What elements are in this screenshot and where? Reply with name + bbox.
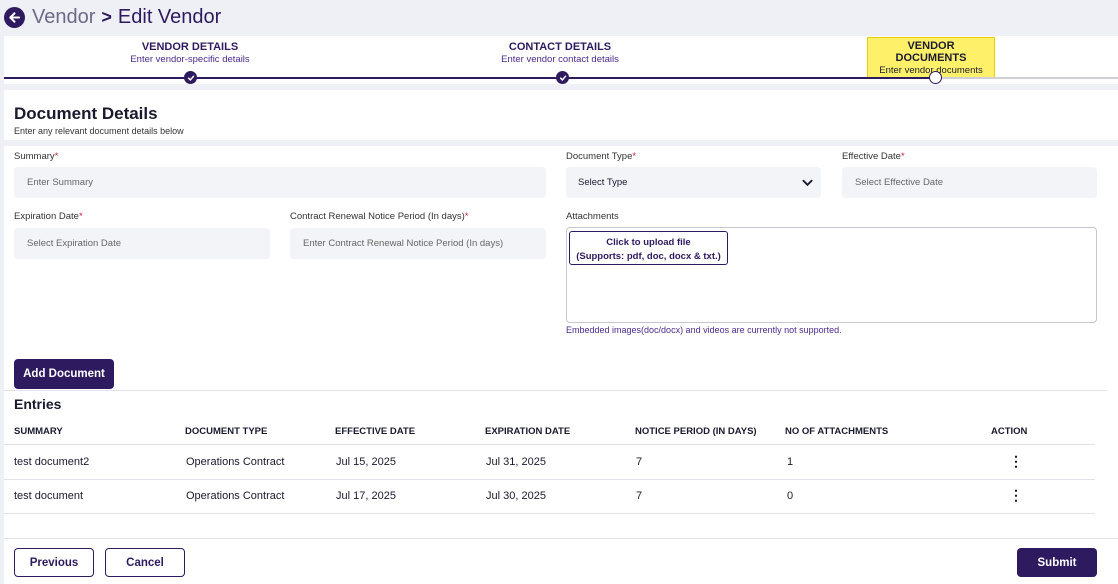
add-document-button[interactable]: Add Document <box>14 359 114 389</box>
previous-button[interactable]: Previous <box>14 548 94 577</box>
cell-summary: test document <box>14 490 84 502</box>
step-contact-details[interactable]: CONTACT DETAILS Enter vendor contact det… <box>490 41 630 65</box>
step-title: VENDOR DETAILS <box>141 41 239 53</box>
cell-expiration-date: Jul 31, 2025 <box>486 456 546 468</box>
breadcrumb-separator: > <box>101 6 112 27</box>
attachments-label: Attachments <box>566 211 619 222</box>
table-row-divider <box>4 479 1095 480</box>
step-subtitle: Enter vendor-specific details <box>130 54 250 65</box>
arrow-left-icon <box>9 11 21 23</box>
notice-period-input[interactable]: Enter Contract Renewal Notice Period (In… <box>290 228 546 259</box>
effective-date-input[interactable]: Select Effective Date <box>842 167 1097 198</box>
table-row-divider <box>4 513 1095 514</box>
check-icon <box>187 75 194 81</box>
entries-title: Entries <box>14 396 62 412</box>
document-type-label: Document Type* <box>566 151 637 162</box>
submit-button[interactable]: Submit <box>1017 548 1097 577</box>
step-complete-dot <box>184 71 197 84</box>
column-header-attachments[interactable]: NO OF ATTACHMENTS <box>785 426 889 437</box>
upload-supported-formats: (Supports: pdf, doc, docx & txt.) <box>576 251 721 262</box>
step-subtitle: Enter vendor contact details <box>501 54 619 65</box>
step-complete-dot <box>556 71 569 84</box>
column-header-notice-period[interactable]: NOTICE PERIOD (IN DAYS) <box>635 426 757 437</box>
effective-date-label: Effective Date* <box>842 151 905 162</box>
required-mark: * <box>78 211 83 222</box>
expiration-date-label: Expiration Date* <box>14 211 83 222</box>
check-icon <box>559 75 566 81</box>
step-current-dot <box>929 71 942 84</box>
column-header-document-type[interactable]: DOCUMENT TYPE <box>185 426 268 437</box>
back-button[interactable] <box>4 6 25 28</box>
divider <box>4 390 1107 391</box>
section-title: Document Details <box>14 104 158 123</box>
step-vendor-documents[interactable]: VENDOR DOCUMENTS Enter vendor documents <box>867 37 995 79</box>
upload-file-button[interactable]: Click to upload file (Supports: pdf, doc… <box>569 231 728 265</box>
cell-expiration-date: Jul 30, 2025 <box>486 490 546 502</box>
more-actions-icon[interactable]: ⋮ <box>1009 487 1023 503</box>
document-type-value: Select Type <box>578 177 628 188</box>
section-divider <box>4 140 1118 146</box>
required-mark: * <box>900 151 905 162</box>
table-header-divider <box>4 444 1095 445</box>
column-header-expiration-date[interactable]: EXPIRATION DATE <box>485 426 571 437</box>
breadcrumb-vendor[interactable]: Vendor <box>32 5 96 28</box>
column-header-summary[interactable]: SUMMARY <box>14 426 63 437</box>
required-mark: * <box>464 211 469 222</box>
cell-notice-period: 7 <box>636 456 643 468</box>
more-actions-icon[interactable]: ⋮ <box>1009 453 1023 469</box>
cell-summary: test document2 <box>14 456 90 468</box>
cell-document-type: Operations Contract <box>186 456 285 468</box>
expiration-date-input[interactable]: Select Expiration Date <box>14 228 270 259</box>
step-vendor-details[interactable]: VENDOR DETAILS Enter vendor-specific det… <box>120 41 260 65</box>
cancel-button[interactable]: Cancel <box>105 548 185 577</box>
document-type-select[interactable]: Select Type <box>566 167 821 198</box>
step-subtitle: Enter vendor documents <box>879 65 983 76</box>
attachments-note: Embedded images(doc/docx) and videos are… <box>566 325 842 335</box>
attachments-dropzone[interactable] <box>566 227 1097 323</box>
upload-button-label: Click to upload file <box>606 237 691 248</box>
stepper-progress <box>4 77 936 79</box>
cell-notice-period: 7 <box>636 490 643 502</box>
cell-effective-date: Jul 15, 2025 <box>336 456 396 468</box>
step-title: CONTACT DETAILS <box>508 41 612 53</box>
page-header: Vendor > Edit Vendor <box>0 0 1118 34</box>
section-subtitle: Enter any relevant document details belo… <box>14 126 184 136</box>
summary-input[interactable]: Enter Summary <box>14 167 546 198</box>
required-mark: * <box>632 151 637 162</box>
required-mark: * <box>54 151 59 162</box>
cell-attachments: 0 <box>787 490 794 502</box>
notice-period-label: Contract Renewal Notice Period (In days)… <box>290 211 469 222</box>
step-title: VENDOR DOCUMENTS <box>895 40 967 64</box>
column-header-action: ACTION <box>991 426 1028 437</box>
cell-attachments: 1 <box>787 456 794 468</box>
summary-label: Summary* <box>14 151 59 162</box>
page-title: Edit Vendor <box>117 5 222 28</box>
footer-bar <box>4 538 1118 584</box>
cell-document-type: Operations Contract <box>186 490 285 502</box>
cell-effective-date: Jul 17, 2025 <box>336 490 396 502</box>
column-header-effective-date[interactable]: EFFECTIVE DATE <box>335 426 416 437</box>
chevron-down-icon <box>802 179 813 186</box>
